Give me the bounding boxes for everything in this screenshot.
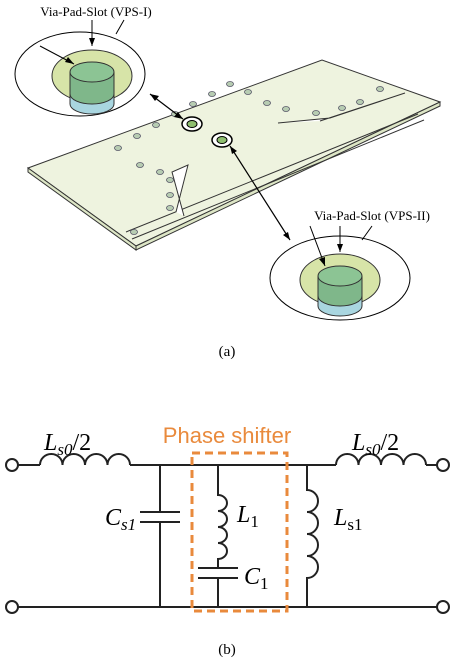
figure: Via-Pad-Slot (VPS-I) Via-Pad-Slot (VPS-I… xyxy=(0,0,455,667)
component-label: L1 xyxy=(236,502,259,531)
inset-vps-1 xyxy=(15,20,145,116)
caption: (b) xyxy=(218,642,236,658)
callout-label: Via-Pad-Slot (VPS-II) xyxy=(314,208,430,223)
inset-vps-2 xyxy=(270,226,410,320)
component-label: Cs1 xyxy=(105,505,136,534)
block-label: Phase shifter xyxy=(163,423,291,448)
circuit xyxy=(6,453,449,613)
caption: (a) xyxy=(219,344,236,360)
component-label: C1 xyxy=(244,564,269,593)
component-label: Ls0/2 xyxy=(351,430,399,459)
callout-label: Via-Pad-Slot (VPS-I) xyxy=(40,4,152,19)
component-label: Ls1 xyxy=(333,505,362,534)
component-label: Ls0/2 xyxy=(43,430,91,459)
